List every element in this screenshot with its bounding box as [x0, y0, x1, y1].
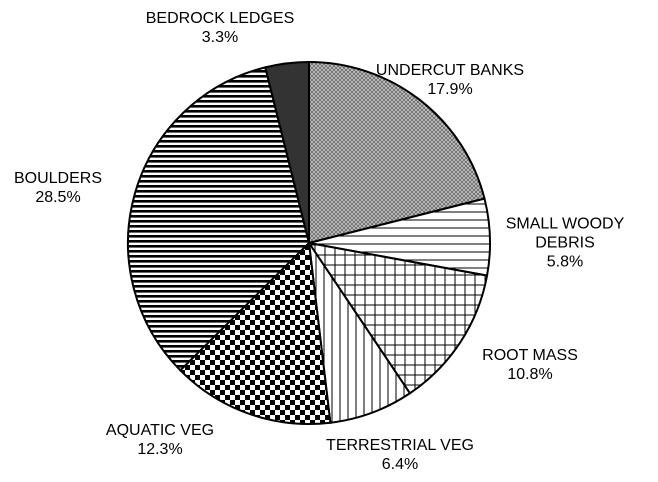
slice-label: SMALL WOODY DEBRIS 5.8% — [500, 215, 630, 272]
category-label: SMALL WOODY DEBRIS — [505, 215, 625, 252]
slice-label: BEDROCK LEDGES 3.3% — [120, 9, 320, 47]
category-label: AQUATIC VEG — [105, 422, 215, 439]
pie-slice — [306, 241, 489, 395]
pie-slice — [178, 240, 332, 425]
value-label: 12.3% — [137, 441, 183, 458]
category-label: BOULDERS — [13, 170, 103, 187]
value-label: 17.9% — [427, 81, 473, 98]
pie-slice — [127, 66, 311, 372]
category-label: TERRESTRIAL VEG — [326, 437, 474, 454]
category-label: BEDROCK LEDGES — [145, 10, 295, 27]
slice-label: BOULDERS 28.5% — [0, 169, 128, 207]
category-label: ROOT MASS — [482, 347, 578, 364]
pie-slice — [308, 60, 486, 245]
pie-slice — [264, 60, 310, 244]
value-label: 5.8% — [546, 253, 584, 271]
slice-label: UNDERCUT BANKS 17.9% — [350, 61, 550, 99]
value-label: 6.4% — [381, 456, 419, 473]
category-label: UNDERCUT BANKS — [375, 62, 525, 79]
value-label: 10.8% — [507, 366, 553, 383]
slice-label: TERRESTRIAL VEG 6.4% — [300, 436, 500, 474]
slice-label: AQUATIC VEG 12.3% — [60, 421, 260, 459]
value-label: 3.3% — [201, 29, 239, 46]
value-label: 28.5% — [35, 189, 81, 206]
slice-label: ROOT MASS 10.8% — [450, 346, 610, 384]
